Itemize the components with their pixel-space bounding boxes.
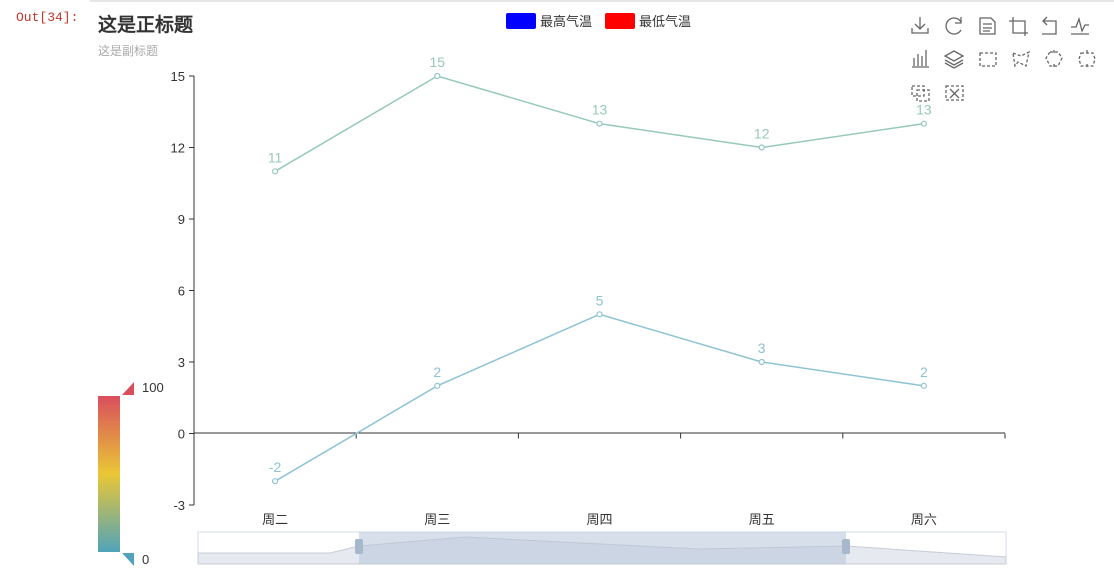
data-point[interactable]: [758, 144, 765, 151]
data-point[interactable]: [920, 382, 928, 389]
x-tick-label: 周二: [262, 512, 288, 527]
y-axis-ticks: -3 0 3 6 9 12 15: [171, 69, 194, 513]
series-1: -2 2 5 3 2: [269, 292, 928, 485]
data-zoom-slider[interactable]: [197, 531, 1007, 565]
data-point[interactable]: [758, 358, 765, 366]
x-tick-label: 周五: [749, 512, 775, 527]
data-zoom-handle-right[interactable]: [842, 539, 850, 554]
zoom-back-icon[interactable]: [1040, 16, 1060, 36]
x-axis-ticks: 周二 周三 周四 周五 周六: [193, 433, 1006, 527]
data-point[interactable]: [434, 382, 441, 389]
data-label: -2: [269, 459, 282, 475]
y-tick-label: 9: [178, 212, 185, 227]
x-tick-label: 周六: [911, 512, 937, 527]
refresh-icon[interactable]: [943, 16, 963, 36]
data-label: 2: [920, 364, 928, 380]
visual-map-handle-top[interactable]: [122, 382, 134, 395]
y-tick-label: 3: [178, 355, 185, 370]
polygon-select-icon[interactable]: [1010, 50, 1030, 70]
data-label: 11: [268, 149, 283, 165]
data-label: 15: [430, 54, 446, 70]
data-point[interactable]: [596, 311, 603, 318]
box-zoom-icon[interactable]: [910, 83, 932, 103]
x-tick-label: 周三: [424, 512, 450, 527]
data-label: 5: [596, 292, 604, 308]
legend-label-low: 最低气温: [639, 14, 691, 29]
download-icon[interactable]: [910, 16, 930, 36]
visual-map-min-label: 0: [142, 552, 149, 567]
legend-swatch-low: [605, 13, 635, 29]
bar-chart-icon[interactable]: [910, 50, 930, 70]
visual-map-handle-bottom[interactable]: [122, 553, 134, 566]
y-tick-label: 0: [178, 427, 185, 442]
keep-select-icon[interactable]: [1044, 50, 1064, 70]
data-point[interactable]: [272, 478, 279, 485]
data-point[interactable]: [434, 72, 441, 80]
visual-map[interactable]: 100 0: [98, 380, 164, 567]
data-zoom-handle-left[interactable]: [355, 539, 363, 554]
out-prompt: Out[34]:: [16, 10, 79, 25]
y-tick-label: 15: [171, 69, 185, 84]
legend-item-high[interactable]: 最高气温: [506, 13, 592, 29]
line-chart-icon[interactable]: [1070, 16, 1090, 36]
data-label: 3: [758, 340, 766, 356]
series-line: [274, 313, 925, 482]
data-label: 2: [433, 364, 441, 380]
data-label: 13: [592, 102, 608, 118]
legend-item-low[interactable]: 最低气温: [605, 13, 691, 29]
chart-subtitle: 这是副标题: [98, 44, 159, 58]
legend-label-high: 最高气温: [540, 14, 592, 29]
data-label: 13: [916, 102, 932, 118]
output-area-border: [90, 0, 1114, 2]
y-tick-label: 6: [178, 284, 185, 299]
data-view-icon[interactable]: [977, 16, 997, 36]
zoom-icon[interactable]: [1008, 16, 1028, 36]
legend-swatch-high: [506, 13, 536, 29]
rect-select-icon[interactable]: [977, 50, 997, 70]
data-label: 12: [754, 126, 770, 142]
toolbox: [910, 16, 1097, 103]
data-point[interactable]: [596, 120, 603, 127]
stack-icon[interactable]: [943, 50, 965, 70]
y-tick-label: 12: [171, 141, 185, 156]
box-zoom-clear-icon[interactable]: [943, 83, 965, 103]
y-tick-label: -3: [173, 498, 185, 513]
x-tick-label: 周四: [586, 512, 612, 527]
clear-select-icon[interactable]: [1077, 50, 1097, 70]
chart-title: 这是正标题: [98, 15, 194, 36]
data-point[interactable]: [272, 168, 279, 175]
series-layer: 11 15 13 12 13 -2 2 5 3 2: [268, 54, 932, 485]
legend: 最高气温 最低气温: [506, 13, 691, 29]
data-point[interactable]: [920, 120, 928, 127]
visual-map-bar[interactable]: [98, 396, 120, 552]
series-0: 11 15 13 12 13: [268, 54, 932, 175]
visual-map-max-label: 100: [142, 380, 164, 395]
data-zoom-window[interactable]: [359, 532, 846, 564]
